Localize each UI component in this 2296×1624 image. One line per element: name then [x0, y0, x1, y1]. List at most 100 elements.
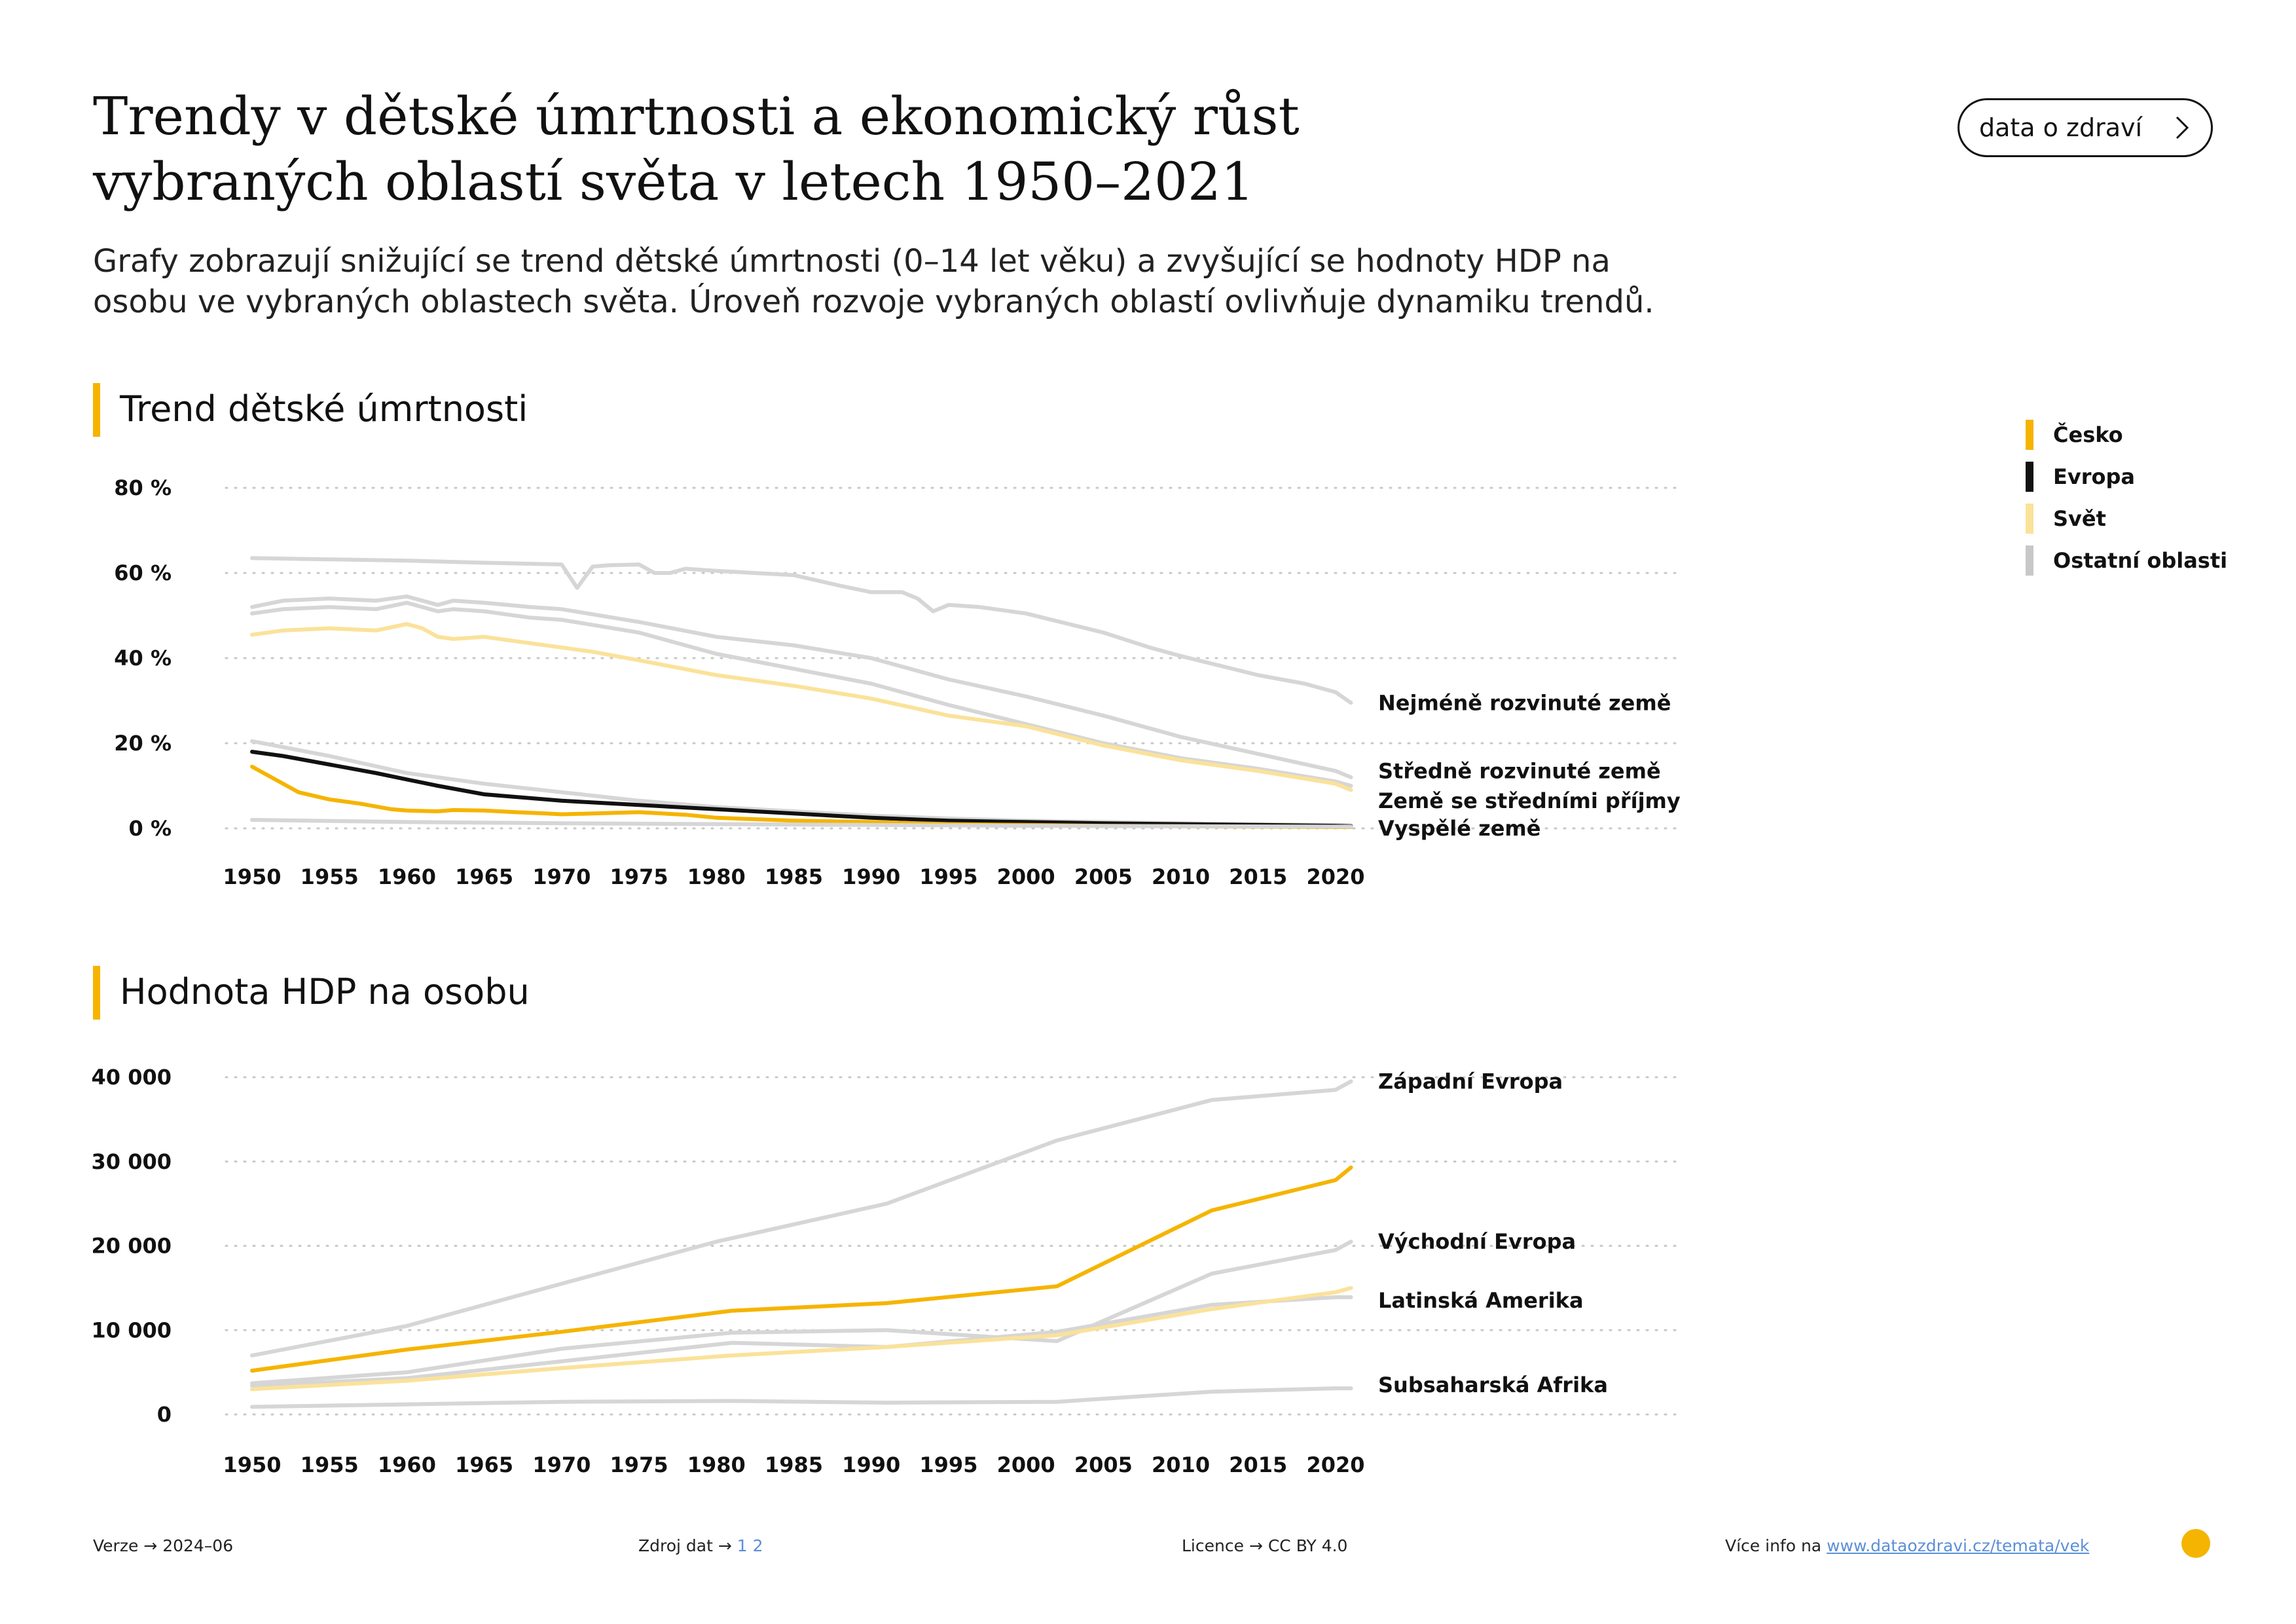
- gdp-x-tick-label: 1955: [301, 1452, 359, 1477]
- page-subtitle: Grafy zobrazují snižující se trend dětsk…: [93, 241, 1861, 322]
- subtitle-line-2: osobu ve vybraných oblastech světa. Úrov…: [93, 284, 1654, 320]
- footer-version-value: 2024–06: [162, 1536, 234, 1555]
- footer-license-value: CC BY 4.0: [1267, 1536, 1348, 1555]
- gdp-x-tick-label: 1975: [610, 1452, 668, 1477]
- legend-swatch-evropa: [2026, 462, 2033, 492]
- mortality-chart-title: Trend dětské úmrtnosti: [119, 388, 528, 430]
- gdp-y-tick-label: 10 000: [92, 1318, 172, 1342]
- gdp-x-tick-label: 1960: [378, 1452, 436, 1477]
- mortality-x-tick-label: 1985: [765, 864, 823, 889]
- data-o-zdravi-label: data o zdraví: [1979, 113, 2143, 142]
- gdp-x-tick-label: 1995: [919, 1452, 977, 1477]
- mortality-y-tick-label: 60 %: [114, 561, 172, 585]
- logo-badge-icon: [2181, 1529, 2210, 1558]
- page-title: Trendy v dětské úmrtnosti a ekonomický r…: [93, 84, 1599, 215]
- footer-license: Licence → CC BY 4.0: [1182, 1536, 1347, 1555]
- mortality-series-line-vyspele-zeme: [250, 818, 1353, 829]
- footer-license-label: Licence: [1182, 1536, 1244, 1555]
- gdp-x-tick-label: 1950: [223, 1452, 281, 1477]
- legend-label-ostatni: Ostatní oblasti: [2053, 548, 2228, 573]
- gdp-annotation-subsaharska-afrika: Subsaharská Afrika: [1378, 1373, 1608, 1397]
- footer-version-label: Verze: [93, 1536, 139, 1555]
- source-link-1[interactable]: 1: [737, 1536, 748, 1555]
- gdp-y-tick-label: 20 000: [92, 1234, 172, 1259]
- mortality-series-line-stredne-rozvinute-zeme-a: [250, 594, 1353, 779]
- mortality-y-tick-label: 20 %: [114, 731, 172, 756]
- gdp-x-tick-label: 2005: [1074, 1452, 1133, 1477]
- mortality-x-tick-label: 2010: [1152, 864, 1210, 889]
- mortality-x-tick-label: 1975: [610, 864, 668, 889]
- footer-arrow-icon: →: [718, 1536, 732, 1555]
- gdp-x-tick-label: 1970: [532, 1452, 591, 1477]
- subtitle-line-1: Grafy zobrazují snižující se trend dětsk…: [93, 243, 1611, 280]
- title-line-2: vybraných oblastí světa v letech 1950–20…: [93, 151, 1254, 212]
- gdp-series-line-zapadni-evropa: [250, 1079, 1353, 1357]
- legend-label-evropa: Evropa: [2053, 464, 2135, 489]
- mortality-annotation-vyspele-zeme: Vyspělé země: [1378, 816, 1540, 841]
- gdp-series-line-cesko: [250, 1165, 1353, 1373]
- mortality-series-line-evropa: [250, 750, 1353, 828]
- gdp-annotation-latinska-amerika: Latinská Amerika: [1378, 1288, 1584, 1313]
- legend-item-cesko: Česko: [2026, 414, 2227, 456]
- mortality-series-line-stredne-rozvinute-zeme-b: [250, 600, 1353, 788]
- legend: Česko Evropa Svět Ostatní oblasti: [2026, 414, 2227, 581]
- data-o-zdravi-button[interactable]: data o zdraví: [1958, 98, 2213, 157]
- footer-arrow-icon: →: [143, 1536, 158, 1555]
- legend-item-svet: Svět: [2026, 498, 2227, 540]
- mortality-series-line-svet: [250, 622, 1353, 792]
- mortality-x-tick-label: 1960: [378, 864, 436, 889]
- footer-more-label: Více info na: [1725, 1536, 1822, 1555]
- mortality-y-tick-label: 0 %: [129, 816, 172, 841]
- legend-item-ostatni: Ostatní oblasti: [2026, 540, 2227, 581]
- footer-source: Zdroj dat → 1 2: [638, 1536, 763, 1555]
- more-info-link[interactable]: www.dataozdravi.cz/temata/vek: [1827, 1536, 2090, 1555]
- gdp-x-tick-label: 2000: [997, 1452, 1055, 1477]
- mortality-x-tick-label: 2020: [1306, 864, 1364, 889]
- mortality-title-accent: [93, 383, 100, 437]
- gdp-x-tick-label: 2020: [1306, 1452, 1364, 1477]
- legend-swatch-svet: [2026, 504, 2033, 534]
- legend-swatch-cesko: [2026, 420, 2033, 450]
- legend-label-svet: Svět: [2053, 506, 2106, 531]
- mortality-annotation-zeme-se-strednimi-prijmy: Země se středními příjmy: [1378, 788, 1681, 813]
- mortality-x-tick-label: 2005: [1074, 864, 1133, 889]
- mortality-annotation-stredne-rozvinute-zeme: Středně rozvinuté země: [1378, 758, 1661, 783]
- footer-source-label: Zdroj dat: [638, 1536, 713, 1555]
- mortality-series-line-nejmene-rozvinute-zeme: [250, 556, 1353, 705]
- gdp-x-tick-label: 1985: [765, 1452, 823, 1477]
- mortality-x-tick-label: 1950: [223, 864, 281, 889]
- footer-version: Verze → 2024–06: [93, 1536, 233, 1555]
- legend-label-cesko: Česko: [2053, 422, 2123, 447]
- gdp-chart-title: Hodnota HDP na osobu: [120, 971, 530, 1012]
- mortality-x-tick-label: 1965: [455, 864, 513, 889]
- gdp-series-line-svet: [250, 1285, 1353, 1392]
- mortality-x-tick-label: 1970: [532, 864, 591, 889]
- gdp-annotation-zapadni-evropa: Západní Evropa: [1378, 1069, 1563, 1094]
- mortality-x-tick-label: 1995: [919, 864, 977, 889]
- mortality-x-tick-label: 1990: [842, 864, 900, 889]
- footer-more-info: Více info na www.dataozdravi.cz/temata/v…: [1725, 1536, 2089, 1555]
- gdp-series-line-vychodni-evropa: [250, 1240, 1353, 1386]
- gdp-x-tick-label: 1990: [842, 1452, 900, 1477]
- gdp-x-tick-label: 1965: [455, 1452, 513, 1477]
- title-line-1: Trendy v dětské úmrtnosti a ekonomický r…: [93, 86, 1300, 147]
- mortality-x-tick-label: 1980: [687, 864, 746, 889]
- mortality-y-tick-label: 40 %: [114, 646, 172, 671]
- gdp-x-tick-label: 2015: [1229, 1452, 1287, 1477]
- mortality-x-tick-label: 1955: [301, 864, 359, 889]
- mortality-annotation-nejmene-rozvinute-zeme: Nejméně rozvinuté země: [1378, 690, 1671, 715]
- mortality-x-tick-label: 2015: [1229, 864, 1287, 889]
- source-link-2[interactable]: 2: [752, 1536, 763, 1555]
- gdp-y-tick-label: 40 000: [92, 1065, 172, 1090]
- footer-arrow-icon: →: [1248, 1536, 1263, 1555]
- gdp-series-line-subsaharska-afrika: [250, 1386, 1353, 1409]
- gdp-x-tick-label: 1980: [687, 1452, 746, 1477]
- gdp-x-tick-label: 2010: [1152, 1452, 1210, 1477]
- gdp-y-tick-label: 0: [157, 1402, 172, 1427]
- gdp-y-tick-label: 30 000: [92, 1149, 172, 1174]
- legend-item-evropa: Evropa: [2026, 456, 2227, 498]
- legend-swatch-ostatni: [2026, 545, 2033, 576]
- mortality-y-tick-label: 80 %: [114, 475, 172, 500]
